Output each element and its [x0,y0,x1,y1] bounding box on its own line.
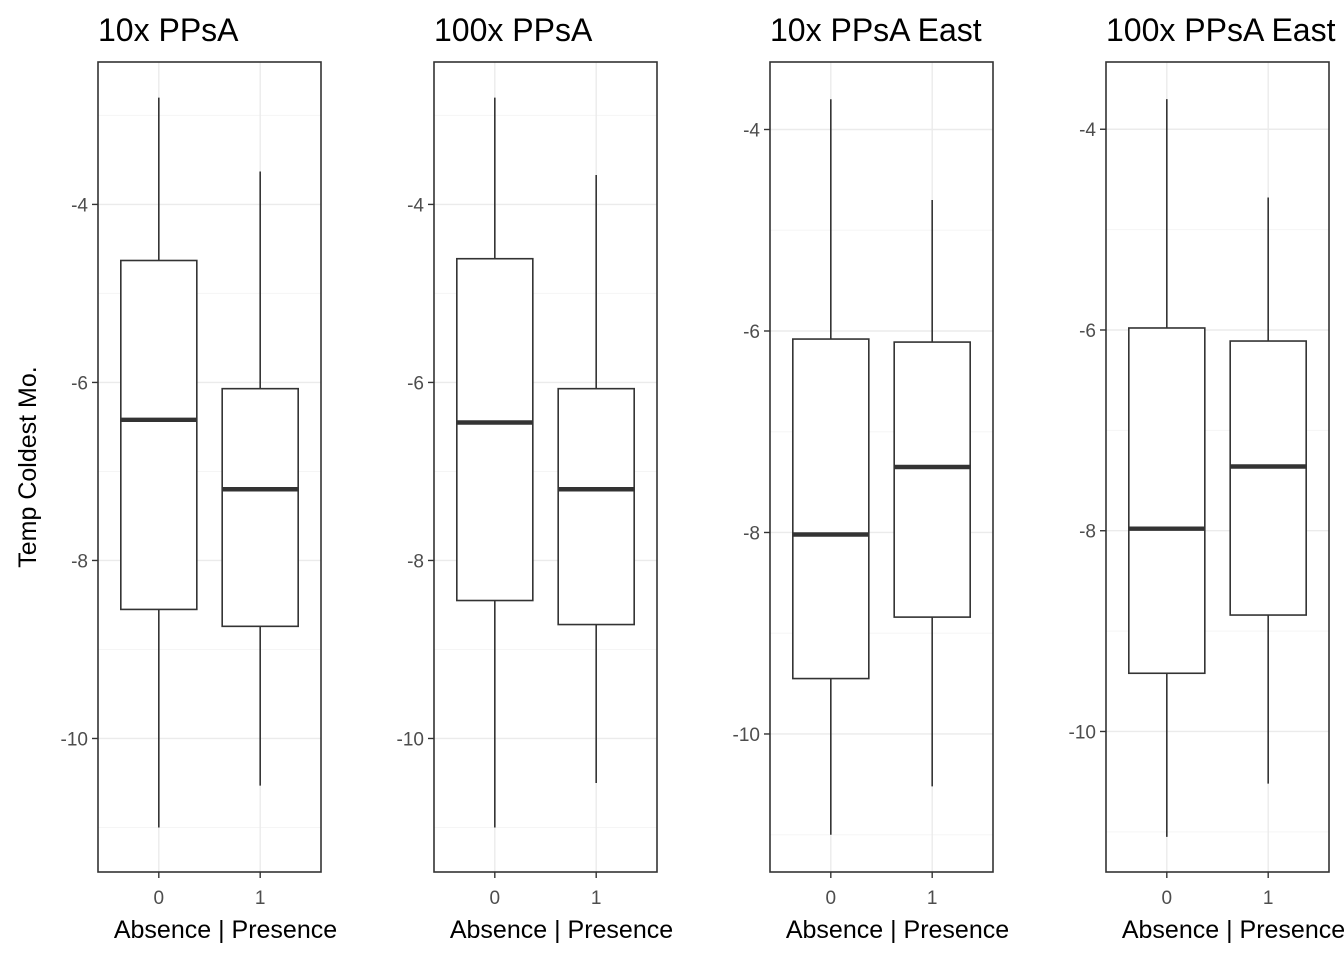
y-tick-label: -6 [71,373,88,394]
x-axis-title: Absence | Presence [114,916,337,944]
box-iqr [893,341,971,618]
box-0 [792,99,870,835]
x-tick-label: 0 [826,888,837,909]
y-tick-label: -8 [1079,522,1096,543]
y-tick-label: -10 [61,729,88,750]
panel-border [1105,61,1330,873]
box-1 [221,171,299,786]
y-tick-label: -6 [1079,321,1096,342]
y-tick-label: -10 [733,725,760,746]
x-tick-label: 0 [1162,888,1173,909]
box-iqr [792,338,870,680]
y-tick-label: -4 [71,195,88,216]
box-iqr [120,259,198,611]
panel-border [433,61,658,873]
panel-1: -10 -8 -6 -4 0 1 10x PPsA Absence | Presence [61,12,338,944]
x-axis-title: Absence | Presence [786,916,1009,944]
x-tick-label: 1 [591,888,602,909]
box-0 [456,97,534,828]
y-tick-label: -10 [397,729,424,750]
panel-2: -10 -8 -6 -4 0 1 100x PPsA Absence | Presence [397,12,674,944]
box-0 [120,97,198,828]
y-tick-label: -4 [407,195,424,216]
y-tick-label: -8 [71,551,88,572]
x-tick-label: 1 [255,888,266,909]
box-1 [557,175,635,783]
x-tick-label: 0 [154,888,165,909]
x-axis-title: Absence | Presence [450,916,673,944]
box-iqr [456,257,534,602]
x-tick-label: 1 [1263,888,1274,909]
y-tick-label: -10 [1069,722,1096,743]
box-iqr [1229,340,1307,616]
box-iqr [1128,327,1206,675]
panel-4: -10 -8 -6 -4 0 1 100x PPsA East Absence | Prese… [1069,12,1344,944]
panel-title: 100x PPsA East [1106,12,1336,48]
panel-border [97,61,322,873]
y-tick-label: -6 [407,373,424,394]
y-axis-title: Temp Coldest Mo. [14,366,42,567]
panel-3: -10 -8 -6 -4 0 1 10x PPsA East Absence | Presen… [733,12,1010,944]
y-tick-label: -8 [743,523,760,544]
panel-title: 100x PPsA [434,12,593,48]
box-0 [1128,99,1206,837]
panel-title: 10x PPsA [98,12,239,48]
panel-title: 10x PPsA East [770,12,982,48]
panel-border [769,61,994,873]
y-tick-label: -4 [1079,120,1096,141]
y-tick-label: -6 [743,322,760,343]
x-tick-label: 0 [490,888,501,909]
y-tick-label: -4 [743,121,760,142]
box-iqr [557,387,635,626]
box-1 [1229,197,1307,784]
box-1 [893,200,971,787]
x-tick-label: 1 [927,888,938,909]
y-tick-label: -8 [407,551,424,572]
box-iqr [221,387,299,628]
x-axis-title: Absence | Presence [1122,916,1344,944]
